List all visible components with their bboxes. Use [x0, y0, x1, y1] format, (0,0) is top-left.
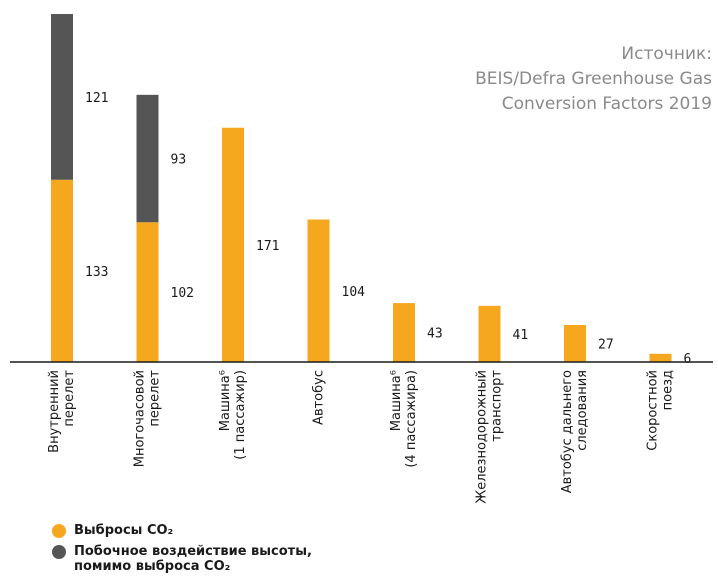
legend-label-altitude: Побочное воздействие высоты, помимо выбр…	[74, 544, 312, 574]
category-label-8: Скоростнойпоезд	[646, 370, 676, 451]
bar-altitude-2	[136, 94, 159, 223]
data-label-co2-2: 102	[171, 286, 194, 301]
data-label-co2-5: 43	[427, 327, 443, 342]
bar-co2-8	[649, 353, 672, 362]
category-label-2: Многочасовойперелет	[133, 370, 163, 468]
category-label-7: Автобус дальнегоследования	[560, 370, 590, 493]
bar-co2-1	[51, 179, 73, 362]
data-label-co2-8: 6	[684, 352, 692, 367]
data-label-co2-6: 41	[513, 328, 529, 343]
data-label-altitude-2: 93	[171, 153, 187, 168]
bar-co2-5	[393, 303, 415, 362]
legend-swatch-co2	[52, 524, 66, 538]
category-label-4: Автобус	[312, 370, 327, 425]
legend-item-co2: Выбросы CO₂	[52, 523, 312, 538]
legend-label-co2: Выбросы CO₂	[74, 523, 174, 538]
data-label-co2-1: 133	[85, 265, 108, 280]
data-label-co2-4: 104	[342, 285, 366, 300]
bar-altitude-1	[51, 14, 73, 180]
bar-co2-2	[136, 222, 159, 362]
legend-swatch-altitude	[52, 545, 66, 559]
data-label-altitude-1: 121	[85, 91, 108, 106]
category-label-3: Машина⁶(1 пассажир)	[218, 370, 248, 460]
bar-co2-7	[564, 325, 586, 362]
category-label-6: Железнодорожныйтранспорт	[475, 370, 505, 504]
bar-co2-4	[307, 219, 330, 362]
legend: Выбросы CO₂ Побочное воздействие высоты,…	[52, 523, 312, 580]
bar-co2-6	[478, 305, 501, 362]
source-note: Источник: BEIS/Defra Greenhouse Gas Conv…	[475, 44, 712, 114]
bar-co2-3	[222, 127, 244, 362]
category-label-5: Машина⁶(4 пассажира)	[389, 370, 419, 468]
category-label-1: Внутреннийперелет	[47, 370, 77, 453]
data-label-co2-3: 171	[256, 239, 279, 254]
data-label-co2-7: 27	[598, 338, 614, 353]
legend-item-altitude: Побочное воздействие высоты, помимо выбр…	[52, 544, 312, 574]
